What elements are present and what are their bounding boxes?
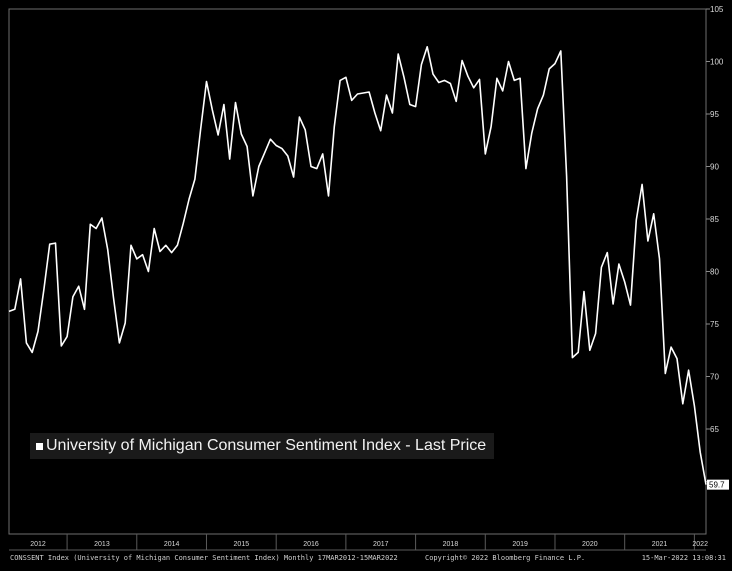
y-tick-label: 95 — [710, 110, 719, 119]
last-value-tag — [707, 479, 729, 490]
line-chart: 65 70 75 80 85 90 95 100 105 2012 2013 2014 2015 2016… — [8, 5, 729, 551]
footer-timestamp: 15-Mar-2022 13:08:31 — [641, 554, 726, 562]
x-tick-label: 2017 — [373, 541, 389, 548]
x-tick-label: 2021 — [652, 541, 668, 548]
chart-footer: CONSSENT Index (University of Michigan C… — [0, 551, 732, 571]
x-tick-label: 2014 — [164, 541, 180, 548]
y-tick-label: 80 — [710, 268, 719, 277]
footer-copyright: Copyright© 2022 Bloomberg Finance L.P. — [425, 554, 586, 562]
x-tick-label: 2012 — [30, 541, 46, 548]
last-value-label: 59.7 — [709, 481, 725, 490]
y-tick-label: 65 — [710, 425, 719, 434]
chart-legend: University of Michigan Consumer Sentimen… — [30, 433, 495, 459]
x-tick-label: 2020 — [582, 541, 598, 548]
x-tick-label: 2022 — [692, 541, 708, 548]
series-line — [8, 45, 707, 485]
y-tick-label: 100 — [710, 58, 724, 67]
x-tick-label: 2019 — [512, 541, 528, 548]
legend-swatch — [36, 442, 43, 450]
y-tick-label: 75 — [710, 320, 719, 329]
x-tick-label: 2016 — [303, 541, 319, 548]
y-tick-label: 90 — [710, 163, 719, 172]
y-tick-label: 85 — [710, 215, 719, 224]
x-tick-label: 2018 — [443, 541, 459, 548]
x-tick-label: 2015 — [234, 541, 250, 548]
footer-source: CONSSENT Index (University of Michigan C… — [10, 554, 398, 562]
y-tick-label: 105 — [710, 5, 724, 14]
x-tick-label: 2013 — [94, 541, 110, 548]
y-tick-label: 70 — [710, 373, 719, 382]
legend-label: University of Michigan Consumer Sentimen… — [46, 437, 487, 454]
